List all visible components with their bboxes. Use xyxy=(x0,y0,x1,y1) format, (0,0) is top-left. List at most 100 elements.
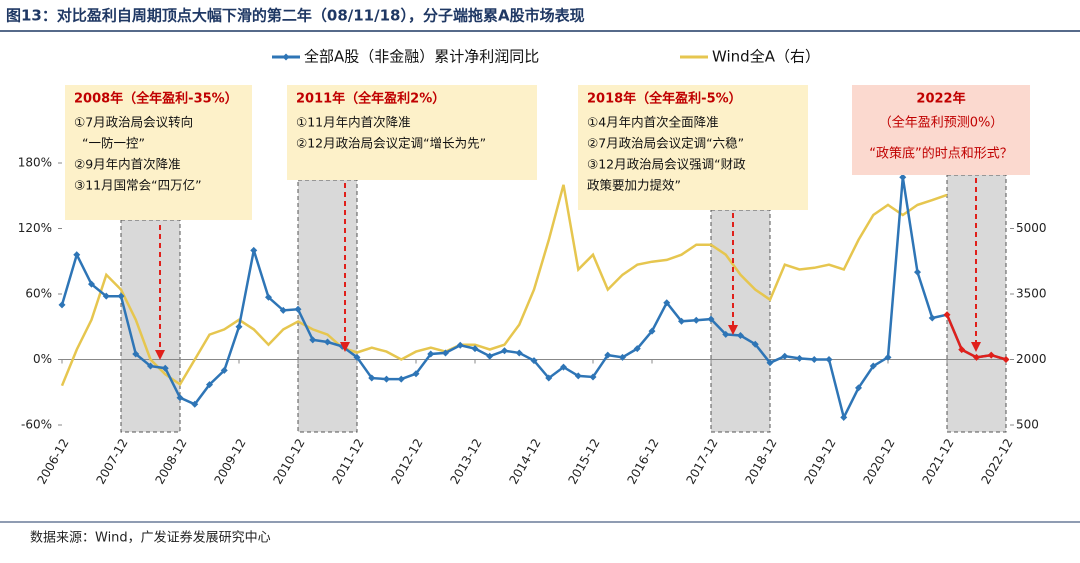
marker xyxy=(250,246,258,254)
marker xyxy=(191,400,199,408)
annotation-line: ②12月政治局会议定调“增长为先” xyxy=(296,136,486,151)
annotation-box xyxy=(852,85,1030,175)
annotation-line: “一防一控” xyxy=(82,136,145,151)
marker xyxy=(294,305,302,313)
marker xyxy=(928,314,936,322)
marker xyxy=(884,353,892,361)
arrow-head xyxy=(728,325,738,335)
shaded-period xyxy=(297,179,358,433)
marker xyxy=(604,351,612,359)
legend-label: Wind全A（右） xyxy=(712,48,820,66)
x-tick-label: 2008-12 xyxy=(152,436,189,486)
x-tick-label: 2011-12 xyxy=(329,436,366,486)
marker xyxy=(501,347,508,355)
marker xyxy=(442,349,449,357)
marker xyxy=(102,292,110,300)
marker xyxy=(88,280,95,288)
marker xyxy=(309,336,317,344)
marker xyxy=(456,341,464,349)
x-tick-label: 2012-12 xyxy=(388,436,425,486)
x-tick-label: 2015-12 xyxy=(565,436,602,486)
marker xyxy=(73,251,81,259)
marker xyxy=(132,350,140,358)
marker xyxy=(161,364,169,372)
x-tick-label: 2006-12 xyxy=(34,436,71,486)
marker xyxy=(515,349,523,357)
x-tick-label: 2021-12 xyxy=(919,436,956,486)
marker xyxy=(147,362,154,370)
annotation-line: ①7月政治局会议转向 xyxy=(74,115,193,130)
marker xyxy=(973,353,980,361)
marker xyxy=(117,292,125,300)
x-tick-label: 2009-12 xyxy=(211,436,248,486)
x-tick-label: 2022-12 xyxy=(978,436,1015,486)
marker xyxy=(235,323,243,331)
shaded-period xyxy=(710,209,771,433)
annotation-line: （全年盈利预测0%） xyxy=(879,115,1004,131)
marker xyxy=(368,374,376,382)
marker xyxy=(958,346,966,354)
series-line xyxy=(60,184,948,387)
marker xyxy=(707,315,715,323)
marker xyxy=(619,353,626,361)
arrow-head xyxy=(971,342,981,352)
annotation-title: 2018年（全年盈利-5%） xyxy=(587,91,742,107)
x-tick-label: 2016-12 xyxy=(624,436,661,486)
arrow-head xyxy=(155,350,165,360)
marker xyxy=(663,299,671,307)
x-tick-label: 2019-12 xyxy=(801,436,838,486)
marker xyxy=(220,366,228,374)
annotation-line: ①11月年内首次降准 xyxy=(296,115,411,130)
marker xyxy=(324,338,331,346)
marker xyxy=(648,327,656,335)
x-tick-label: 2014-12 xyxy=(506,436,543,486)
marker xyxy=(692,316,700,324)
marker xyxy=(781,352,789,360)
source: 数据来源：Wind，广发证券发展研究中心 xyxy=(30,530,271,546)
legend-marker xyxy=(282,53,290,61)
marker xyxy=(589,373,597,381)
marker xyxy=(471,345,479,353)
marker xyxy=(633,345,641,353)
annotation-box xyxy=(578,85,808,210)
marker xyxy=(427,350,435,358)
marker xyxy=(869,362,877,370)
marker xyxy=(560,363,567,371)
marker xyxy=(766,359,774,367)
y-tick-label: 180% xyxy=(18,156,52,170)
x-tick-label: 2018-12 xyxy=(742,436,779,486)
annotation-title: 2022年 xyxy=(916,91,965,107)
y-tick-label: 120% xyxy=(18,221,52,235)
x-tick-label: 2013-12 xyxy=(447,436,484,486)
marker xyxy=(810,356,818,363)
annotation-title: 2011年（全年盈利2%） xyxy=(296,91,445,107)
marker xyxy=(914,268,921,276)
y-tick-label: -60% xyxy=(21,418,52,432)
annotation-line: ②9月年内首次降准 xyxy=(74,157,181,172)
annotation-line: 政策要加力提效” xyxy=(587,178,681,193)
annotation-line: ①4月年内首次全面降准 xyxy=(587,115,719,130)
marker xyxy=(353,353,361,361)
marker xyxy=(722,330,730,338)
annotation-box xyxy=(65,85,252,220)
annotation-line: ③11月国常会“四万亿” xyxy=(74,178,202,193)
y2-tick-label: 5000 xyxy=(1016,221,1047,235)
marker xyxy=(840,413,848,421)
marker xyxy=(206,381,213,389)
marker xyxy=(265,293,272,301)
marker xyxy=(943,311,951,319)
marker xyxy=(987,351,995,359)
legend-label: 全部A股（非金融）累计净利润同比 xyxy=(304,48,539,66)
marker xyxy=(383,375,390,383)
marker xyxy=(279,306,287,314)
y2-tick-label: 3500 xyxy=(1016,287,1047,301)
y-tick-label: 0% xyxy=(33,352,52,366)
annotation-box xyxy=(287,85,537,180)
annotation-line: “政策底”的时点和形式？ xyxy=(869,146,1012,162)
y2-tick-label: 500 xyxy=(1016,418,1039,432)
marker xyxy=(751,340,759,348)
marker xyxy=(678,317,685,325)
x-tick-label: 2007-12 xyxy=(93,436,130,486)
x-tick-label: 2020-12 xyxy=(860,436,897,486)
